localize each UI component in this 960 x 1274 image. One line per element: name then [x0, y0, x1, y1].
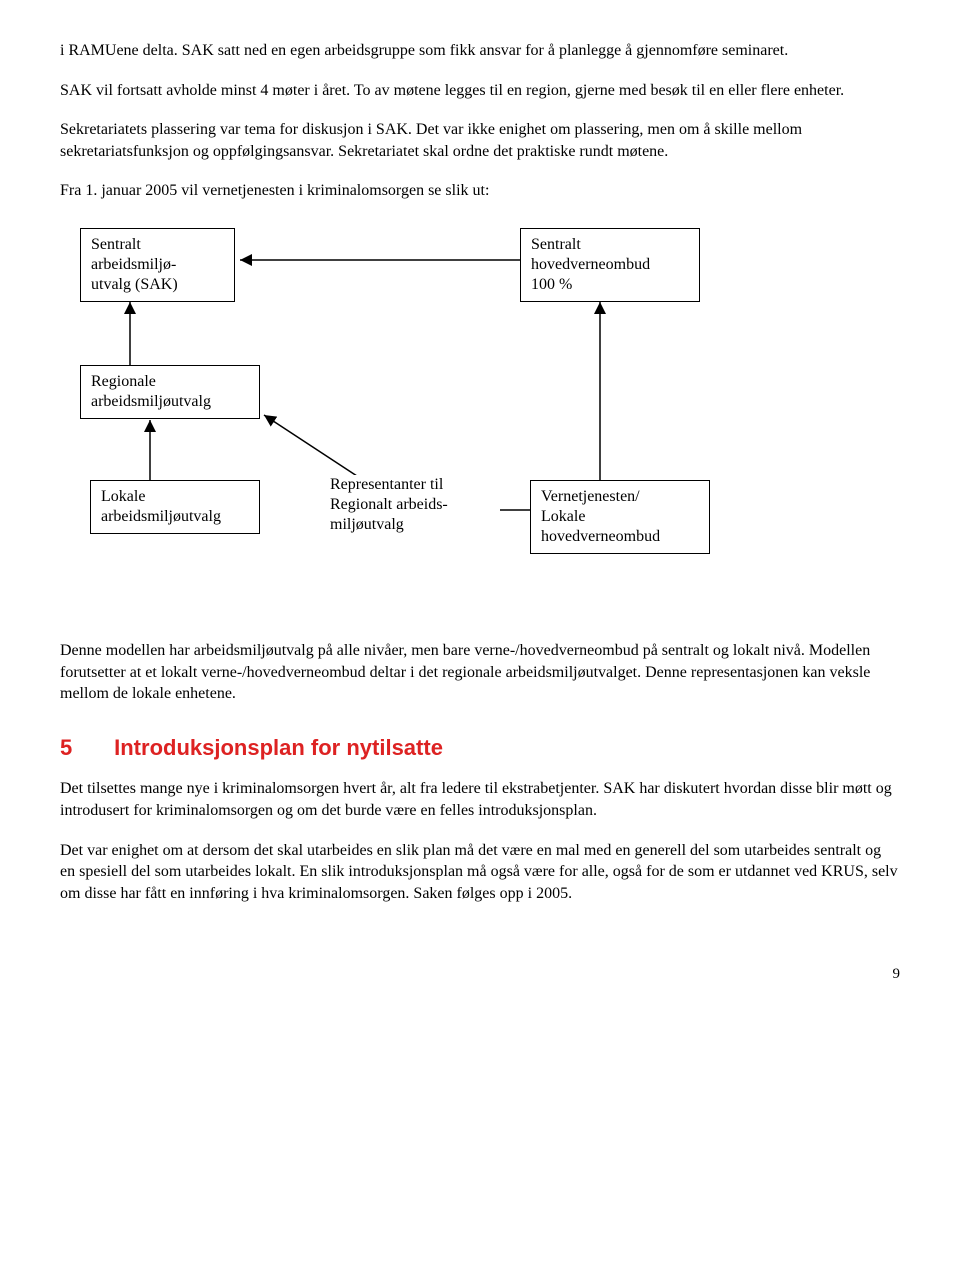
box-regionale: Regionalearbeidsmiljøutvalg — [80, 365, 260, 419]
page-number: 9 — [60, 964, 900, 984]
box-sentralt-sak: Sentraltarbeidsmiljø-utvalg (SAK) — [80, 228, 235, 302]
section-number: 5 — [60, 733, 108, 763]
paragraph-1: i RAMUene delta. SAK satt ned en egen ar… — [60, 40, 900, 62]
section-heading-5: 5 Introduksjonsplan for nytilsatte — [60, 733, 900, 763]
paragraph-2: SAK vil fortsatt avholde minst 4 møter i… — [60, 80, 900, 102]
paragraph-7: Det var enighet om at dersom det skal ut… — [60, 840, 900, 905]
section-title: Introduksjonsplan for nytilsatte — [114, 735, 443, 760]
box-sentralt-hovedverneombud: Sentralthovedverneombud100 % — [520, 228, 700, 302]
paragraph-4: Fra 1. januar 2005 vil vernetjenesten i … — [60, 180, 900, 202]
box-vernetjenesten: Vernetjenesten/Lokalehovedverneombud — [530, 480, 710, 554]
paragraph-3: Sekretariatets plassering var tema for d… — [60, 119, 900, 162]
paragraph-6: Det tilsettes mange nye i kriminalomsorg… — [60, 778, 900, 821]
paragraph-5: Denne modellen har arbeidsmiljøutvalg på… — [60, 640, 900, 705]
label-representanter: Representanter tilRegionalt arbeids-milj… — [330, 475, 500, 535]
org-diagram: Sentraltarbeidsmiljø-utvalg (SAK) Sentra… — [60, 220, 900, 620]
box-lokale: Lokalearbeidsmiljøutvalg — [90, 480, 260, 534]
